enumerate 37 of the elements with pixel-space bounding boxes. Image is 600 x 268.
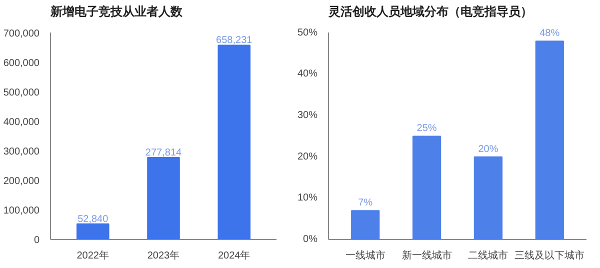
bar xyxy=(474,156,503,240)
y-tick-label: 500,000 xyxy=(3,87,40,98)
y-tick-label: 200,000 xyxy=(3,176,40,187)
x-tick-label: 二线城市 xyxy=(468,250,508,262)
y-tick-label: 0% xyxy=(303,234,318,245)
y-tick-label: 100,000 xyxy=(3,205,40,216)
y-tick-label: 400,000 xyxy=(3,116,40,128)
x-tick-label: 三线及以下城市 xyxy=(514,250,585,262)
data-label: 20% xyxy=(478,144,498,155)
bar xyxy=(412,136,442,240)
x-tick-label: 2024年 xyxy=(218,250,250,262)
y-tick-label: 20% xyxy=(297,151,318,162)
y-tick-label: 300,000 xyxy=(3,146,40,158)
y-tick-label: 50% xyxy=(297,27,318,38)
y-tick-label: 40% xyxy=(297,68,318,80)
bar xyxy=(351,210,380,240)
bar xyxy=(218,44,251,240)
bar xyxy=(76,223,110,240)
y-tick-label: 30% xyxy=(297,110,318,122)
data-label: 658,231 xyxy=(216,35,253,46)
bar xyxy=(535,40,564,240)
bar xyxy=(147,157,180,240)
data-label: 7% xyxy=(358,198,373,209)
data-label: 48% xyxy=(540,28,560,40)
data-label: 25% xyxy=(416,123,437,134)
y-tick-label: 600,000 xyxy=(3,58,40,69)
x-tick-label: 新一线城市 xyxy=(402,250,452,262)
y-tick-label: 10% xyxy=(297,192,318,204)
chart-title: 灵活创收人员地域分布（电竞指导员） xyxy=(328,4,532,18)
x-tick-label: 2023年 xyxy=(147,250,180,262)
x-tick-label: 2022年 xyxy=(76,250,109,262)
data-label: 52,840 xyxy=(78,214,109,225)
x-tick-label: 一线城市 xyxy=(345,250,386,262)
y-tick-label: 700,000 xyxy=(3,28,40,40)
chart-title: 新增电子竞技从业者人数 xyxy=(50,4,184,18)
data-label: 277,814 xyxy=(145,148,182,159)
y-tick-label: 0 xyxy=(34,235,40,246)
